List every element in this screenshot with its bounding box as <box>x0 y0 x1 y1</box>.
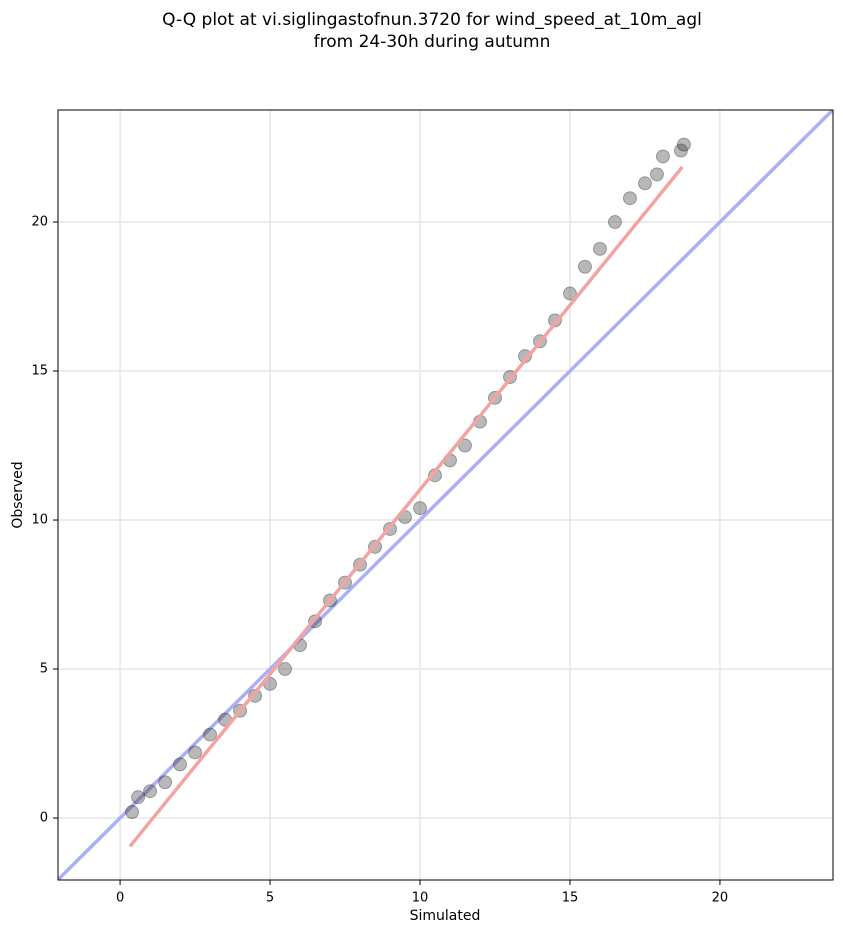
y-tick-label: 20 <box>31 215 48 230</box>
x-tick-label: 15 <box>562 891 579 906</box>
x-tick-label: 5 <box>266 891 274 906</box>
point <box>457 438 472 453</box>
point <box>173 757 188 772</box>
point <box>158 775 173 790</box>
point <box>577 259 592 274</box>
x-tick-label: 10 <box>412 891 429 906</box>
point <box>607 215 622 230</box>
y-tick-label: 10 <box>31 513 48 528</box>
x-axis-label: Simulated <box>410 908 481 924</box>
point <box>203 727 218 742</box>
point <box>125 805 140 820</box>
point <box>562 286 577 301</box>
y-tick-label: 15 <box>31 364 48 379</box>
point <box>131 790 146 805</box>
plot-frame <box>57 109 834 881</box>
y-tick-label: 5 <box>40 662 48 677</box>
reference-line <box>58 110 833 880</box>
point <box>188 745 203 760</box>
point <box>143 784 158 799</box>
point <box>673 143 688 158</box>
x-tick-label: 0 <box>116 891 124 906</box>
point <box>649 167 664 182</box>
point <box>655 149 670 164</box>
point <box>676 137 691 152</box>
point <box>637 176 652 191</box>
point <box>622 191 637 206</box>
chart-title: from 24-30h during autumn <box>314 32 551 52</box>
x-tick-label: 20 <box>712 891 729 906</box>
y-axis-label: Observed <box>10 461 26 528</box>
point <box>592 241 607 256</box>
chart-title: Q-Q plot at vi.siglingastofnun.3720 for … <box>162 10 702 30</box>
y-tick-label: 0 <box>40 811 48 826</box>
point <box>413 501 428 516</box>
fit-line <box>128 165 684 848</box>
point <box>278 662 293 677</box>
